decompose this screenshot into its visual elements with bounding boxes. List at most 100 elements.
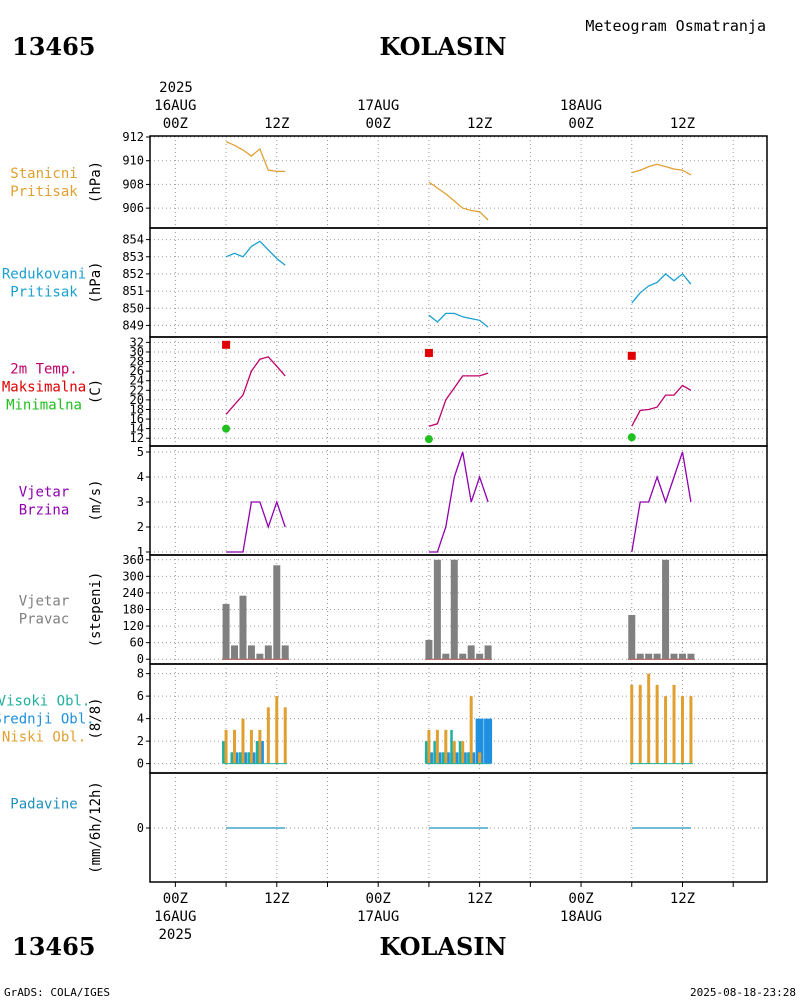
station-name-bottom: KOLASIN — [379, 932, 506, 961]
y-tick-label: 851 — [122, 284, 144, 298]
cloud-low-bar — [638, 684, 642, 764]
y-axis-unit: (stepeni) — [88, 572, 104, 648]
cloud-high-bar — [255, 741, 259, 764]
wind-direction-bar — [433, 559, 441, 660]
wind-direction-bar — [425, 639, 433, 660]
series-line-wind_speed — [631, 451, 692, 553]
cloud-mid-bar — [475, 718, 484, 764]
cloud-low-bar — [647, 673, 651, 764]
marker-max-temp — [627, 351, 636, 360]
panel-wind_speed: 1 2 3 4 5 (m/s) Vjetar Brzina — [19, 445, 768, 559]
y-tick-label: 2 — [137, 520, 144, 534]
y-tick-label: 24 — [130, 374, 144, 388]
y-axis-unit: (8/8) — [88, 697, 104, 739]
y-tick-label: 849 — [122, 318, 144, 332]
y-tick-label: 26 — [130, 364, 144, 378]
panel-label-line: Srednji Obl. — [0, 712, 95, 728]
cloud-low-bar — [689, 696, 693, 764]
bottom-time-label: 12Z — [670, 891, 695, 907]
y-tick-label: 14 — [130, 422, 144, 436]
wind-direction-bar — [662, 559, 670, 660]
station-id-bottom: 13465 — [12, 932, 96, 961]
panel-reduced_pressure: 849 850 851 852 853 854 (hPa)Redukovani Pritisa… — [2, 227, 768, 338]
y-tick-label: 850 — [122, 301, 144, 315]
series-line-station_pressure — [225, 141, 286, 173]
panel-label-line: Vjetar — [19, 485, 70, 501]
top-time-label: 12Z — [264, 116, 289, 132]
y-tick-label: 854 — [122, 233, 144, 247]
marker-max-temp — [222, 340, 231, 349]
y-axis-unit: (hPa) — [88, 161, 104, 203]
series-line-reduced_pressure — [225, 240, 286, 266]
y-tick-label: 4 — [137, 470, 144, 484]
top-date-label: 17AUG — [357, 98, 399, 114]
y-tick-label: 853 — [122, 250, 144, 264]
series-line-wind_speed — [226, 499, 286, 553]
y-tick-label: 0 — [137, 652, 144, 666]
y-tick-label: 16 — [130, 412, 144, 426]
station-name-top: KOLASIN — [379, 32, 506, 61]
wind-direction-bar — [467, 645, 475, 660]
cloud-low-bar — [444, 729, 448, 764]
wind-direction-bar — [670, 653, 678, 660]
series-line-reduced_pressure — [631, 272, 692, 304]
cloud-low-bar — [461, 741, 465, 764]
panel-label-line: Pritisak — [10, 285, 78, 301]
cloud-low-bar — [249, 729, 253, 764]
bottom-time-label: 00Z — [366, 891, 391, 907]
series-line-reduced_pressure — [428, 312, 489, 328]
wind-direction-bar — [442, 653, 450, 660]
cloud-low-bar — [224, 729, 228, 764]
panel-precipitation: 0 (mm/6h/12h) Padavine — [10, 772, 768, 883]
cloud-low-bar — [680, 696, 684, 764]
panel-label-line: Brzina — [19, 503, 70, 519]
wind-direction-bar — [636, 653, 644, 660]
cloud-low-bar — [655, 684, 659, 764]
y-tick-label: 910 — [122, 154, 144, 168]
cloud-high-bar — [433, 741, 436, 764]
wind-direction-bar — [264, 645, 272, 660]
y-tick-label: 360 — [122, 553, 144, 567]
marker-max-temp — [424, 348, 433, 357]
y-tick-label: 852 — [122, 267, 144, 281]
panel-label-line: Padavine — [10, 797, 77, 813]
top-year-label: 2025 — [159, 80, 193, 96]
bottom-time-label: 00Z — [163, 891, 188, 907]
y-tick-label: 22 — [130, 383, 144, 397]
panels-group: 906908910912(hPa)StanicniPritisak8498508… — [0, 130, 768, 883]
time-axis: 00Z 16AUG 00Z 16AUG 2025 12Z 12Z 00Z 17AUG 00Z 17A… — [154, 98, 734, 943]
wind-direction-bar — [222, 603, 230, 660]
cloud-high-bar — [230, 752, 234, 764]
series-line-temperature — [631, 384, 692, 427]
cloud-high-bar — [238, 752, 242, 764]
marker-min-temp — [627, 433, 636, 442]
y-tick-label: 120 — [122, 619, 144, 633]
chart-title: Meteogram Osmatranja — [585, 17, 766, 35]
y-axis-unit: (hPa) — [88, 261, 104, 303]
y-tick-label: 240 — [122, 586, 144, 600]
cloud-high-bar — [467, 752, 470, 764]
series-line-wind_speed — [428, 451, 489, 553]
marker-min-temp — [222, 424, 231, 433]
panel-label-line: Vjetar — [19, 594, 70, 610]
bottom-date-label: 18AUG — [560, 909, 602, 925]
series-line-station_pressure — [428, 181, 489, 221]
cloud-low-bar — [275, 696, 279, 764]
cloud-low-bar — [233, 729, 237, 764]
top-time-label: 00Z — [163, 116, 188, 132]
y-tick-label: 0 — [137, 821, 144, 835]
y-tick-label: 8 — [137, 667, 144, 681]
wind-direction-bar — [459, 653, 467, 660]
top-date-label: 16AUG — [154, 98, 196, 114]
panel-station_pressure: 906 908 910 912 (hPa) Stanicni Pritisak — [10, 130, 768, 229]
bottom-time-label: 12Z — [467, 891, 492, 907]
y-tick-label: 180 — [122, 603, 144, 617]
y-axis-unit: (m/s) — [88, 479, 104, 521]
cloud-low-bar — [283, 707, 287, 764]
wind-direction-bar — [645, 653, 653, 660]
y-tick-label: 5 — [137, 445, 144, 459]
cloud-low-bar — [427, 729, 431, 764]
panel-clouds: 0 2 4 6 8 (8/8)Visoki Obl. Srednji Obl. Niski O… — [0, 663, 768, 774]
footer-software: GrADS: COLA/IGES — [4, 986, 110, 999]
